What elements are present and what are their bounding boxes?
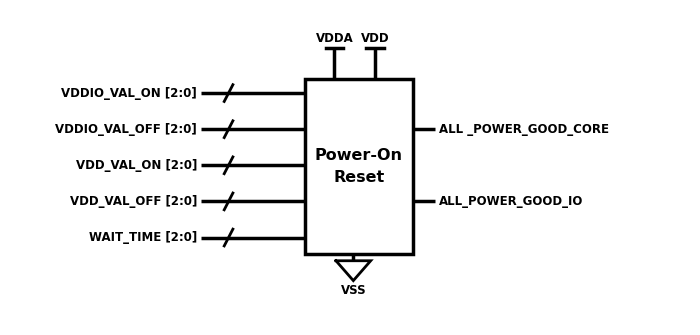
Text: VDD_VAL_OFF [2:0]: VDD_VAL_OFF [2:0] [70, 195, 197, 208]
Text: ALL_POWER_GOOD_IO: ALL_POWER_GOOD_IO [439, 195, 583, 208]
Text: VSS: VSS [340, 284, 366, 297]
Text: WAIT_TIME [2:0]: WAIT_TIME [2:0] [89, 231, 197, 244]
Text: VDD_VAL_ON [2:0]: VDD_VAL_ON [2:0] [76, 159, 197, 172]
Text: VDDA: VDDA [316, 32, 354, 45]
Text: VDD: VDD [360, 32, 389, 45]
Text: VDDIO_VAL_OFF [2:0]: VDDIO_VAL_OFF [2:0] [55, 123, 197, 136]
Text: Power-On
Reset: Power-On Reset [315, 148, 402, 185]
Text: ALL _POWER_GOOD_CORE: ALL _POWER_GOOD_CORE [439, 123, 609, 136]
Bar [304, 79, 413, 254]
Text: VDDIO_VAL_ON [2:0]: VDDIO_VAL_ON [2:0] [62, 86, 197, 99]
Polygon shape [336, 261, 371, 281]
